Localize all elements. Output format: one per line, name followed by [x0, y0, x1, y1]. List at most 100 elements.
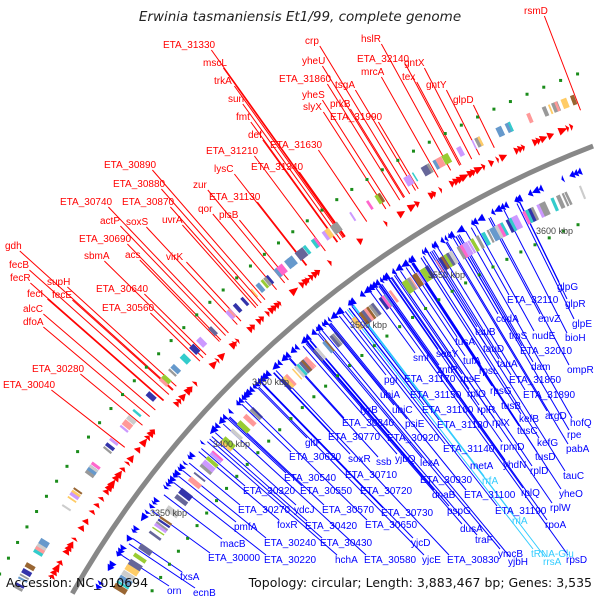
gene-label[interactable]: lexA — [420, 458, 440, 469]
gene-label[interactable]: ETA_30240 — [264, 538, 317, 549]
gene-label[interactable]: tusD — [535, 452, 556, 463]
gene-label[interactable]: orn — [167, 586, 181, 597]
gene-label[interactable]: lysC — [214, 164, 233, 175]
gene-label[interactable]: pmfA — [234, 522, 258, 533]
gene-label[interactable]: ETA_31100 — [464, 490, 516, 501]
gene-label[interactable]: kefG — [537, 438, 558, 449]
gene-label[interactable]: ETA_32010 — [520, 346, 573, 357]
gene-label[interactable]: fecB — [9, 260, 29, 271]
gene-label[interactable]: pspG — [447, 506, 471, 517]
gene-label[interactable]: yjcE — [422, 555, 441, 566]
gene-label[interactable]: plsB — [219, 210, 239, 221]
gene-label[interactable]: ETA_30640 — [96, 284, 149, 295]
gene-label[interactable]: ETA_30570 — [322, 505, 375, 516]
gene-label[interactable]: rrlA — [512, 516, 528, 527]
gene-label[interactable]: gntY — [426, 80, 447, 91]
gene-label[interactable]: ETA_31190 — [495, 506, 547, 517]
gene-label[interactable]: ETA_30880 — [113, 179, 166, 190]
gene-label[interactable]: dfoA — [23, 317, 44, 328]
gene-label[interactable]: glpE — [572, 319, 592, 330]
gene-label[interactable]: nudE — [532, 331, 556, 342]
gene-label[interactable]: ETA_31860 — [279, 74, 332, 85]
gene-label[interactable]: rsmD — [524, 6, 548, 17]
gene-label[interactable]: tauC — [563, 471, 584, 482]
gene-label[interactable]: ETA_30280 — [32, 364, 85, 375]
gene-label[interactable]: bioH — [565, 333, 586, 344]
gene-label[interactable]: ETA_31630 — [270, 140, 323, 151]
gene-label[interactable]: psiE — [405, 419, 425, 430]
gene-label[interactable]: rrfA — [482, 476, 498, 487]
gene-label[interactable]: ompR — [567, 365, 594, 376]
gene-label[interactable]: rpsD — [566, 555, 587, 566]
gene-label[interactable]: rplD — [530, 466, 548, 477]
gene-label[interactable]: tauD — [483, 344, 504, 355]
gene-label[interactable]: ETA_30540 — [284, 473, 337, 484]
gene-label[interactable]: ETA_30770 — [328, 432, 381, 443]
gene-label[interactable]: ETA_32140 — [357, 54, 410, 65]
gene-label[interactable]: qor — [198, 204, 213, 215]
gene-label[interactable]: zur — [193, 180, 208, 191]
gene-label[interactable]: hslR — [361, 34, 381, 45]
gene-label[interactable]: ETA_30430 — [320, 538, 373, 549]
gene-label[interactable]: yheO — [559, 489, 583, 500]
gene-label[interactable]: ETA_30920 — [387, 433, 440, 444]
gene-label[interactable]: hofQ — [570, 418, 592, 429]
gene-label[interactable]: traF — [475, 535, 493, 546]
gene-label[interactable]: secY — [436, 349, 459, 360]
gene-label[interactable]: fxsA — [180, 572, 200, 583]
gene-label[interactable]: ETA_30040 — [3, 380, 56, 391]
gene-label[interactable]: ETA_30270 — [238, 505, 291, 516]
gene-label[interactable]: rpsL — [479, 366, 499, 377]
gene-label[interactable]: glpR — [565, 299, 586, 310]
gene-label[interactable]: ETA_30550 — [300, 486, 353, 497]
gene-label[interactable]: ETA_30740 — [60, 197, 113, 208]
gene-label[interactable]: sbmA — [84, 251, 110, 262]
gene-label[interactable]: ETA_30710 — [345, 470, 398, 481]
gene-label[interactable]: tufA — [463, 356, 481, 367]
gene-label[interactable]: envZ — [538, 314, 560, 325]
gene-label[interactable]: rplO — [467, 389, 486, 400]
gene-label[interactable]: ETA_32110 — [507, 295, 559, 306]
gene-label[interactable]: rpsE — [460, 374, 481, 385]
gene-label[interactable]: acs — [125, 250, 141, 261]
gene-label[interactable]: soxR — [348, 454, 371, 465]
gene-label[interactable]: ETA_30580 — [364, 555, 417, 566]
gene-label[interactable]: smf — [413, 353, 429, 364]
gene-label[interactable]: mscL — [203, 58, 227, 69]
gene-label[interactable]: supH — [47, 277, 70, 288]
gene-label[interactable]: rplX — [492, 418, 510, 429]
gene-label[interactable]: fecR — [10, 273, 31, 284]
gene-label[interactable]: ETA_30730 — [381, 508, 434, 519]
gene-label[interactable]: ETA_31990 — [330, 112, 383, 123]
gene-label[interactable]: dam — [531, 362, 550, 373]
gene-label[interactable]: slyX — [303, 102, 322, 113]
gene-label[interactable]: uvrA — [162, 215, 183, 226]
gene-label[interactable]: yheS — [302, 90, 325, 101]
gene-label[interactable]: ETA_31140 — [443, 444, 495, 455]
gene-label[interactable]: yheU — [302, 56, 325, 67]
gene-label[interactable]: zntR — [437, 365, 458, 376]
gene-label[interactable]: ETA_30890 — [104, 160, 157, 171]
gene-label[interactable]: tsgA — [335, 80, 355, 91]
gene-label[interactable]: ecnB — [193, 588, 216, 599]
gene-label[interactable]: dnaB — [432, 490, 456, 501]
gene-label[interactable]: glpG — [557, 282, 578, 293]
gene-label[interactable]: gltF — [305, 438, 322, 449]
gene-label[interactable]: rrsA — [543, 557, 562, 568]
gene-label[interactable]: ETA_30420 — [305, 521, 358, 532]
gene-label[interactable]: fecI — [27, 289, 43, 300]
gene-label[interactable]: trpS — [509, 331, 528, 342]
gene-label[interactable]: ETA_30320 — [243, 486, 296, 497]
gene-label[interactable]: ETA_30720 — [360, 486, 413, 497]
gene-label[interactable]: rplR — [477, 405, 495, 416]
gene-label[interactable]: ETA_31330 — [163, 40, 216, 51]
gene-label[interactable]: ETA_31210 — [206, 146, 259, 157]
gene-label[interactable]: ETA_31340 — [251, 162, 304, 173]
gene-label[interactable]: macB — [220, 539, 246, 550]
gene-label[interactable]: kefB — [519, 414, 539, 425]
gene-label[interactable]: glpD — [453, 95, 474, 106]
gene-label[interactable]: alcC — [23, 304, 43, 315]
gene-label[interactable]: yhdN — [503, 460, 526, 471]
gene-label[interactable]: rplW — [550, 503, 571, 514]
gene-label[interactable]: ubiC — [392, 405, 413, 416]
